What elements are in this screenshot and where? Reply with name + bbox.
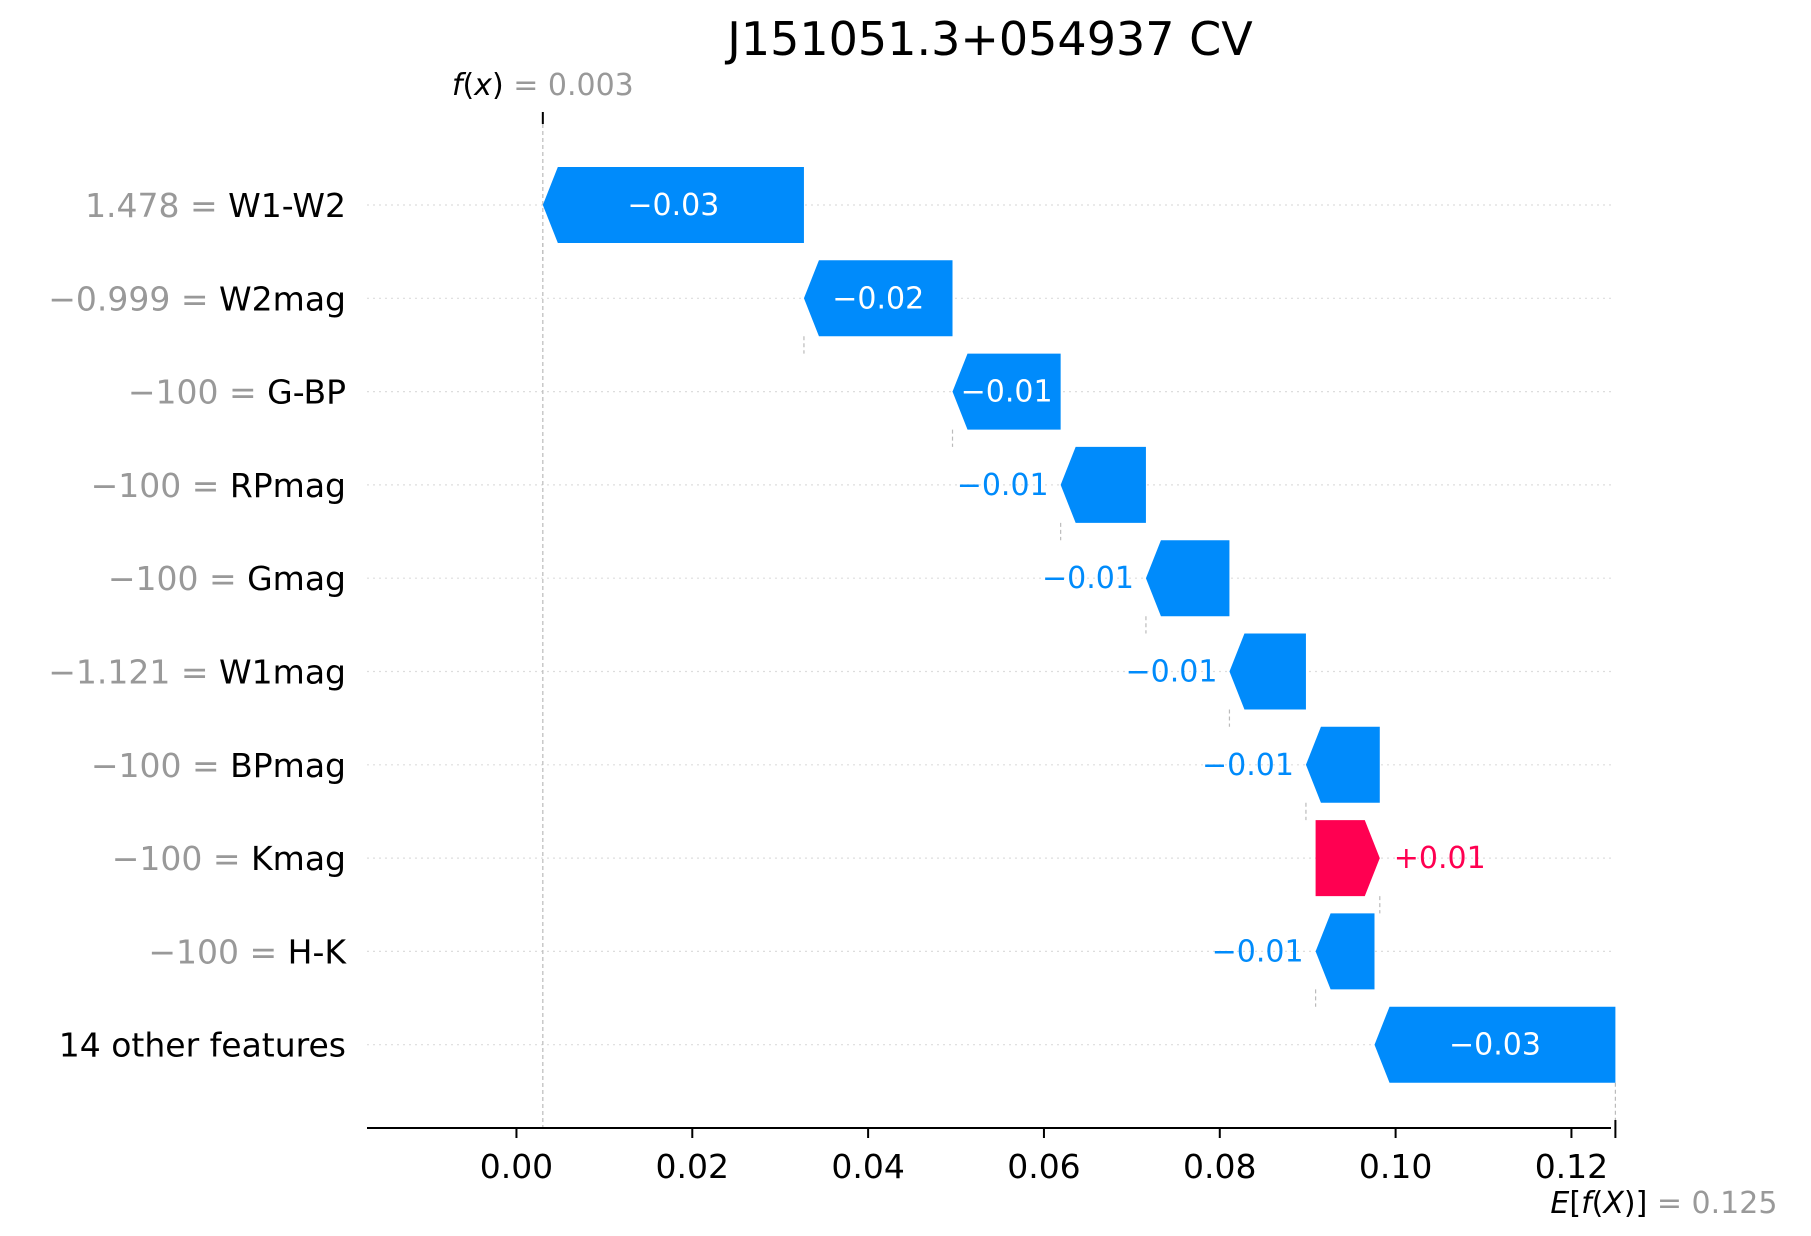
x-tick-label: 0.08 — [1183, 1147, 1256, 1186]
feature-value: −100 = — [128, 373, 267, 412]
x-tick-label: 0.06 — [1007, 1147, 1080, 1186]
feature-label: 1.478 = W1-W2 — [85, 186, 346, 225]
x-tick-label: 0.04 — [831, 1147, 904, 1186]
feature-label: −100 = Kmag — [112, 839, 346, 878]
feature-label: −100 = H-K — [148, 932, 347, 971]
bar-value-label: +0.01 — [1394, 841, 1486, 876]
shap-bar-6 — [1305, 726, 1380, 803]
grid-layer — [367, 204, 1611, 1046]
feature-value: −100 = — [112, 839, 251, 878]
feature-value: −100 = — [91, 746, 230, 785]
feature-name: W1mag — [219, 653, 346, 692]
x-tick-label: 0.12 — [1535, 1147, 1608, 1186]
feature-name: H-K — [288, 932, 348, 971]
feature-label: −0.999 = W2mag — [48, 279, 346, 318]
x-tick-label: 0.10 — [1359, 1147, 1432, 1186]
feature-value: −1.121 = — [48, 653, 219, 692]
feature-name: W1-W2 — [228, 186, 346, 225]
bar-value-label: −0.01 — [1042, 561, 1134, 596]
shap-bar-9 — [1374, 1006, 1616, 1083]
feature-label: −1.121 = W1mag — [48, 653, 346, 692]
bar-layer — [542, 167, 1616, 1083]
x-tick-label: 0.02 — [656, 1147, 729, 1186]
base-value-label: E[f(X)] = 0.125 — [1550, 1186, 1777, 1221]
bar-value-label: −0.01 — [961, 375, 1053, 410]
shap-bar-7 — [1315, 820, 1380, 897]
feature-name: Kmag — [251, 839, 346, 878]
shap-bar-4 — [1145, 540, 1230, 617]
x-axis: f(x) = 0.003 0.00 0.02 0.04 0.06 0.08 0.10 0.12… — [367, 68, 1777, 1221]
bar-value-label: −0.03 — [627, 188, 719, 223]
x-tick-label: 0.00 — [480, 1147, 553, 1186]
feature-name: W2mag — [219, 279, 346, 318]
shap-bar-5 — [1229, 633, 1306, 710]
feature-name: G-BP — [267, 373, 346, 412]
shap-bar-1 — [803, 260, 953, 337]
feature-value: −100 = — [108, 559, 247, 598]
bar-value-label: −0.01 — [957, 468, 1049, 503]
feature-value: 1.478 = — [85, 186, 228, 225]
feature-name: BPmag — [230, 746, 346, 785]
label-layer: 1.478 = W1-W2 −0.03 −0.999 = W2mag −0.02 −10… — [48, 186, 1541, 1065]
feature-label: −100 = BPmag — [91, 746, 346, 785]
bar-value-label: −0.01 — [1212, 934, 1304, 969]
shap-bar-8 — [1315, 913, 1375, 990]
feature-value: −100 = — [148, 932, 287, 971]
feature-value: −100 = — [91, 466, 230, 505]
fx-label: f(x) = 0.003 — [452, 68, 634, 103]
bar-value-label: −0.01 — [1202, 748, 1294, 783]
feature-label: 14 other features — [59, 1026, 346, 1065]
shap-bar-2 — [952, 353, 1061, 430]
chart-title: J151051.3+054937 CV — [724, 12, 1253, 66]
shap-bar-3 — [1060, 446, 1146, 523]
shap-bar-0 — [542, 167, 804, 243]
guide-layer — [542, 124, 1616, 1128]
feature-name: 14 other features — [59, 1026, 346, 1065]
feature-name: Gmag — [247, 559, 346, 598]
bar-value-label: −0.02 — [832, 281, 924, 316]
feature-label: −100 = RPmag — [91, 466, 346, 505]
feature-label: −100 = G-BP — [128, 373, 346, 412]
bar-value-label: −0.01 — [1126, 655, 1218, 690]
feature-label: −100 = Gmag — [108, 559, 346, 598]
bar-value-label: −0.03 — [1449, 1028, 1541, 1063]
feature-name: RPmag — [230, 466, 346, 505]
feature-value: −0.999 = — [48, 279, 219, 318]
